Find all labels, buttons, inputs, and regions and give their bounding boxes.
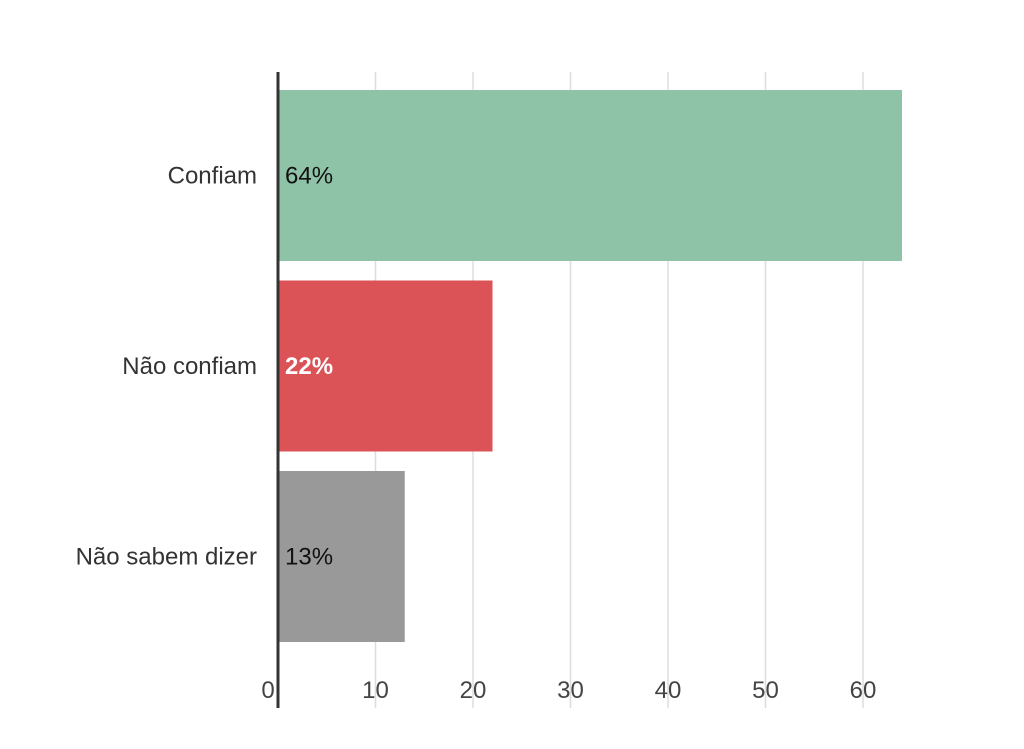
data-label-2: 22% [285,353,333,380]
x-tick-label-0: 0 [261,677,274,704]
x-tick-label-40: 40 [655,677,682,704]
bars [278,90,902,642]
category-label-1: Confiam [168,163,257,190]
bar-2 [278,280,493,452]
category-label-2: Não confiam [122,353,257,380]
category-label-3: Não sabem dizer [76,544,257,571]
x-tick-label-10: 10 [362,677,389,704]
bar-3 [278,471,405,642]
x-tick-label-20: 20 [460,677,487,704]
data-label-3: 13% [285,544,333,571]
x-tick-label-60: 60 [850,677,877,704]
x-tick-label-50: 50 [752,677,779,704]
x-tick-label-30: 30 [557,677,584,704]
data-label-1: 64% [285,163,333,190]
bar-1 [278,90,902,261]
labels: 0 10 20 30 40 50 60 Confiam 64% Não confiam 22% Não… [76,163,877,705]
